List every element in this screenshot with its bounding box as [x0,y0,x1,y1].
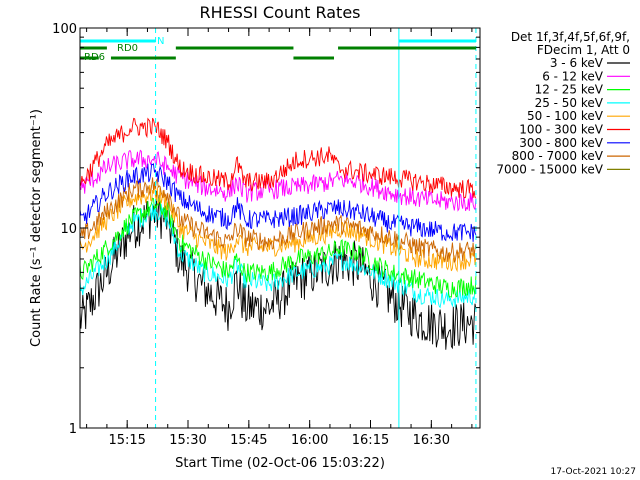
x-tick-label-3: 16:00 [291,433,328,448]
legend-entry-label-4: 50 - 100 keV [527,109,604,123]
x-tick-label-1: 15:30 [169,433,206,448]
y-tick-label-0: 1 [69,422,77,437]
legend-entry-label-7: 800 - 7000 keV [512,149,604,163]
series-line-6 [79,162,477,242]
flag-label-n: N [157,36,164,47]
x-tick-label-2: 15:45 [230,433,267,448]
series-line-1 [79,149,477,212]
series-lines [79,117,477,350]
legend-entry-label-1: 6 - 12 keV [542,69,604,83]
series-line-5 [79,117,476,199]
instrument-flag-bars: N RD0 RD6 [80,36,476,63]
series-line-7 [79,177,477,263]
legend: Det 1f,3f,4f,5f,6f,9f, FDecim 1, Att 0 3… [496,30,630,176]
series-line-3 [79,203,477,309]
legend-entry-label-8: 7000 - 15000 keV [496,162,603,176]
x-axis-label: Start Time (02-Oct-06 15:03:22) [175,456,385,471]
flag-label-rd6: RD6 [84,52,105,63]
annotation-vertical-lines [79,28,477,428]
legend-entry-label-3: 25 - 50 keV [535,96,604,110]
legend-entry-label-0: 3 - 6 keV [550,56,604,70]
legend-entry-label-5: 100 - 300 keV [519,123,603,137]
y-axis-label: Count Rate (s⁻¹ detector segment⁻¹) [29,109,44,347]
y-tick-label-2: 100 [52,22,77,37]
series-line-0 [79,190,477,350]
series-line-2 [79,197,477,298]
legend-header-line-2: FDecim 1, Att 0 [537,43,630,57]
legend-header-line-1: Det 1f,3f,4f,5f,6f,9f, [511,30,630,44]
y-tick-label-1: 10 [60,222,77,237]
legend-entry-label-6: 300 - 800 keV [519,136,603,150]
x-tick-label-0: 15:15 [108,433,145,448]
legend-entry-label-2: 12 - 25 keV [535,83,604,97]
axes: 1 10 100 15:15 15:30 15:45 16:00 16:15 16:30 [52,22,480,448]
chart-title: RHESSI Count Rates [200,3,361,22]
generation-timestamp: 17-Oct-2021 10:27 [551,467,636,477]
x-tick-label-5: 16:30 [413,433,450,448]
flag-label-rd0: RD0 [117,43,138,54]
x-tick-label-4: 16:15 [352,433,389,448]
